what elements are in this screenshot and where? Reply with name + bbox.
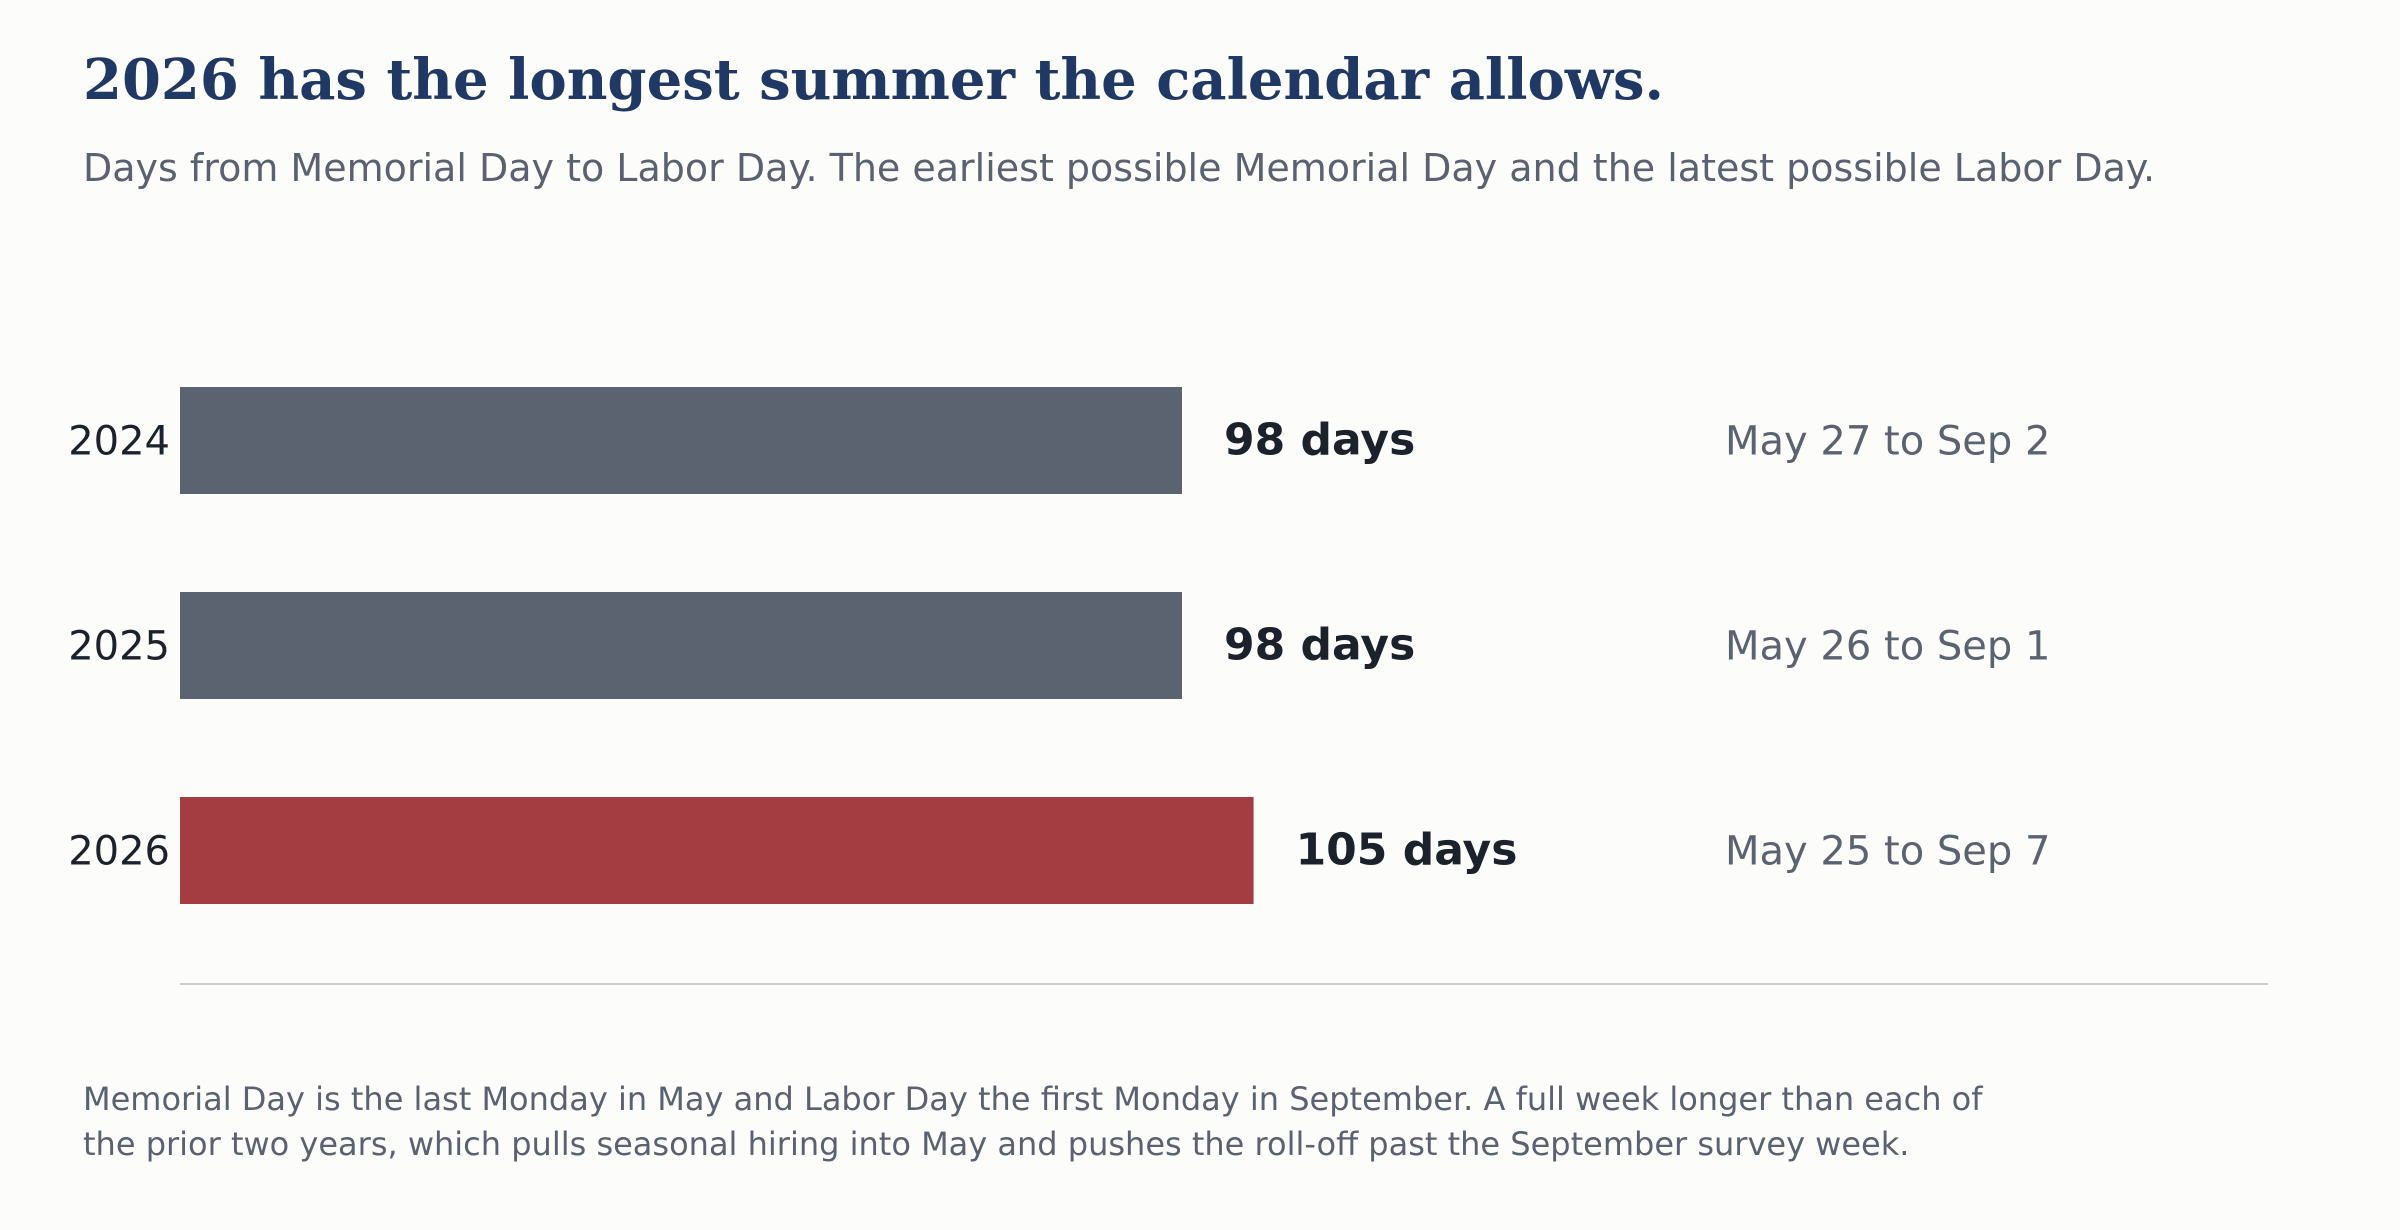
value-label-2025: 98 days (1224, 620, 1415, 671)
y-tick-label-2025: 2025 (68, 624, 170, 670)
date-range-label-2025: May 26 to Sep 1 (1725, 624, 2050, 670)
chart-subtitle: Days from Memorial Day to Labor Day. The… (83, 146, 2156, 190)
value-label-2024: 98 days (1224, 415, 1415, 466)
bar-2026 (180, 797, 1254, 904)
date-range-label-2026: May 25 to Sep 7 (1725, 829, 2050, 875)
bars-layer: 2024 98 days May 27 to Sep 2 2025 98 days May… (68, 387, 2050, 904)
y-tick-label-2024: 2024 (68, 419, 170, 465)
footnote: Memorial Day is the last Monday in May a… (83, 1077, 2233, 1167)
chart-title: 2026 has the longest summer the calendar… (83, 47, 1665, 113)
bar-chart: 2024 98 days May 27 to Sep 2 2025 98 days May… (68, 387, 2268, 985)
bar-2025 (180, 592, 1183, 699)
date-range-label-2024: May 27 to Sep 2 (1725, 419, 2050, 465)
value-label-2026: 105 days (1296, 825, 1518, 876)
footnote-line-2: the prior two years, which pulls seasona… (83, 1125, 1910, 1163)
y-tick-label-2026: 2026 (68, 829, 170, 875)
bar-2024 (180, 387, 1183, 494)
footnote-line-1: Memorial Day is the last Monday in May a… (83, 1080, 1983, 1118)
